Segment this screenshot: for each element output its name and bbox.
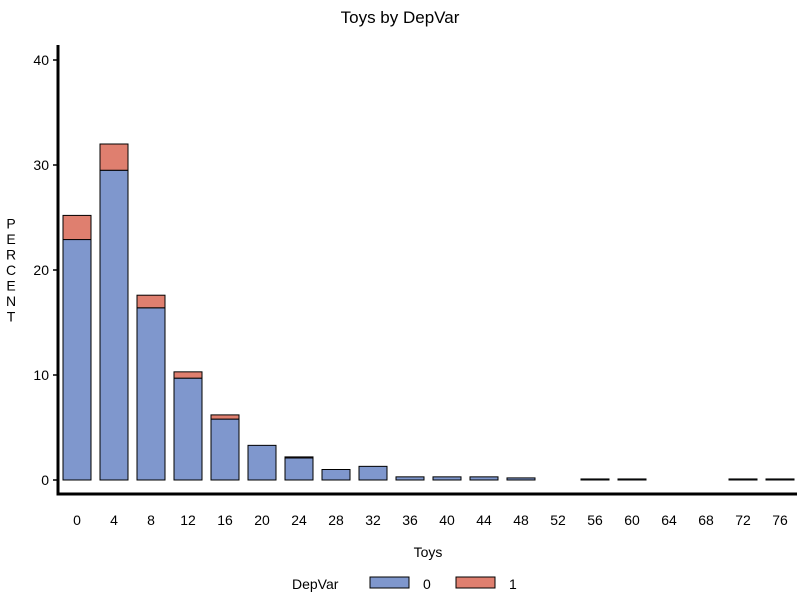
legend: DepVar 0 1 [292,576,517,592]
legend-swatch-1 [455,576,496,589]
x-tick-label: 68 [698,512,714,528]
bar-segment-0-36 [395,476,425,481]
y-axis: 0 10 20 30 40 [33,45,60,495]
y-axis-label-letter: N [6,293,16,309]
x-tick-label: 36 [402,512,418,528]
x-tick-label: 56 [587,512,603,528]
chart-title: Toys by DepVar [341,8,460,27]
bar-segment-1-16 [210,414,240,420]
x-tick-label: 64 [661,512,677,528]
x-tick-label: 4 [110,512,118,528]
bar-segment-0-44 [469,476,499,481]
bar-segment-1-0 [62,214,92,241]
bar-segment-1-8 [136,294,166,309]
x-tick-label: 8 [147,512,155,528]
x-tick-label: 72 [735,512,751,528]
bar-segment-0-0 [62,239,92,481]
y-axis-label-letter: C [6,262,16,278]
y-tick-label: 30 [33,157,49,173]
x-tick-label: 28 [328,512,344,528]
bar-segment-1-12 [173,371,203,379]
legend-label-0: 0 [423,576,431,592]
x-axis: 0 4 8 12 16 20 24 28 32 36 40 44 48 52 56 60 64 68 72 76 [56,492,797,528]
x-tick-label: 48 [513,512,529,528]
x-tick-label: 16 [217,512,233,528]
bar-segment-0-4 [99,169,129,481]
bar-segment-0-24 [284,457,314,481]
x-tick-label: 20 [254,512,270,528]
legend-label-1: 1 [509,576,517,592]
y-tick-label: 20 [33,262,49,278]
legend-title: DepVar [292,576,339,592]
bar-segment-0-48 [506,477,536,481]
bar-segment-0-60 [617,478,647,481]
y-tick-label: 0 [41,472,49,488]
bar-segment-0-12 [173,377,203,481]
x-tick-label: 12 [180,512,196,528]
bar-segment-0-72 [728,478,758,481]
y-tick-label: 10 [33,367,49,383]
bar-segment-0-28 [321,469,351,481]
x-tick-label: 40 [439,512,455,528]
bar-segment-0-40 [432,476,462,481]
x-tick-label: 60 [624,512,640,528]
x-tick-label: 44 [476,512,492,528]
y-axis-label-letter: P [6,216,15,232]
bar-segment-1-24 [284,456,314,459]
y-axis-label-letter: T [7,309,16,325]
y-axis-label-letter: R [6,247,16,263]
bars [62,143,795,481]
x-tick-label: 24 [291,512,307,528]
legend-swatch-0 [369,576,410,589]
bar-segment-0-56 [580,478,610,481]
x-tick-label: 52 [550,512,566,528]
y-tick-label: 40 [33,52,49,68]
bar-segment-0-8 [136,307,166,481]
x-tick-label: 0 [73,512,81,528]
x-axis-label: Toys [414,544,443,560]
x-tick-label: 32 [365,512,381,528]
x-tick-label: 76 [772,512,788,528]
y-axis-label-letter: E [6,278,15,294]
y-axis-label-letter: E [6,231,15,247]
bar-segment-0-20 [247,444,277,481]
bar-segment-0-32 [358,465,388,481]
bar-segment-0-16 [210,418,240,481]
bar-segment-0-76 [765,478,795,481]
bar-segment-1-4 [99,143,129,171]
